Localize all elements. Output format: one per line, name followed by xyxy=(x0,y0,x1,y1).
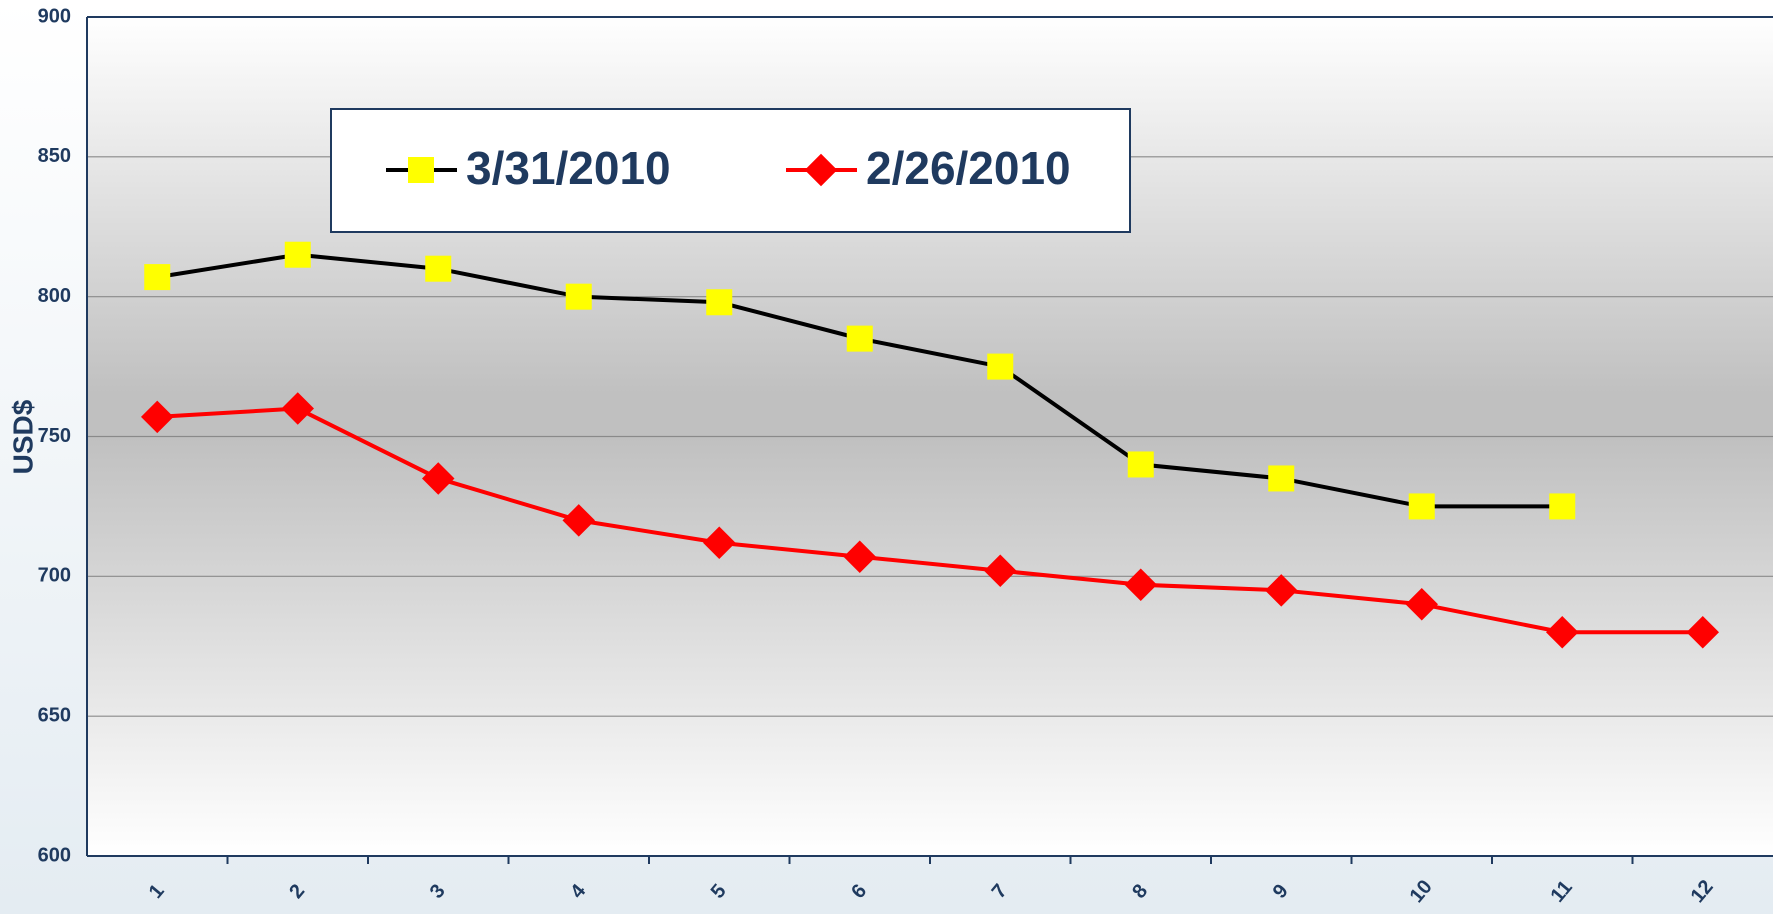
marker xyxy=(562,504,595,537)
marker xyxy=(141,400,174,434)
marker xyxy=(846,325,873,352)
y-axis-label: USD$ xyxy=(7,399,38,474)
legend-box xyxy=(330,108,1131,233)
y-tick-label: 800 xyxy=(38,285,71,307)
legend-marker xyxy=(804,153,838,187)
marker xyxy=(1408,493,1435,520)
marker xyxy=(1124,568,1157,601)
marker xyxy=(284,241,311,268)
marker xyxy=(422,462,455,495)
marker xyxy=(1405,588,1438,621)
marker xyxy=(1268,465,1295,492)
y-tick-label: 600 xyxy=(38,844,71,866)
legend-label: 3/31/2010 xyxy=(466,142,671,194)
y-tick-label: 650 xyxy=(38,704,71,726)
marker xyxy=(984,554,1017,587)
marker xyxy=(1686,616,1719,649)
marker xyxy=(425,255,452,282)
marker xyxy=(1549,493,1576,520)
legend-label: 2/26/2010 xyxy=(866,142,1071,194)
series-line xyxy=(157,406,1703,635)
y-tick-label: 750 xyxy=(38,425,71,447)
marker xyxy=(843,540,876,574)
legend: 3/31/2010 2/26/2010 xyxy=(330,108,1131,233)
marker xyxy=(281,392,314,425)
legend-marker xyxy=(408,157,434,183)
marker xyxy=(703,526,736,560)
marker xyxy=(144,264,171,291)
marker xyxy=(1265,574,1298,607)
marker xyxy=(1127,451,1154,478)
y-tick-label: 900 xyxy=(38,5,71,27)
marker xyxy=(565,283,592,310)
marker xyxy=(1546,616,1579,649)
y-tick-label: 700 xyxy=(38,565,71,587)
y-tick-label: 850 xyxy=(38,145,71,167)
marker xyxy=(987,353,1014,380)
marker xyxy=(706,289,733,316)
